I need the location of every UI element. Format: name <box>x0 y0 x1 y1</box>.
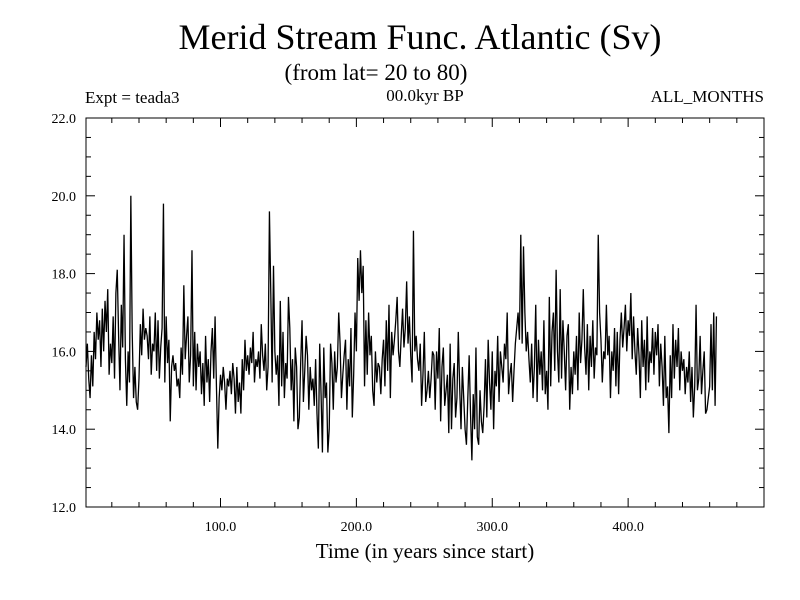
period-label: 00.0kyr BP <box>386 86 464 105</box>
series-line <box>85 195 718 461</box>
y-tick-label: 12.0 <box>52 501 77 516</box>
x-axis: 100.0 200.0 300.0 400.0 <box>111 118 738 535</box>
y-tick-label: 14.0 <box>52 423 77 438</box>
x-tick-label: 200.0 <box>341 520 373 535</box>
chart-subtitle: (from lat= 20 to 80) <box>284 60 468 85</box>
x-tick-label: 300.0 <box>477 520 509 535</box>
y-tick-label: 16.0 <box>52 345 77 360</box>
x-tick-label: 400.0 <box>612 520 644 535</box>
y-tick-label: 22.0 <box>52 112 77 127</box>
plot-frame <box>85 117 765 508</box>
y-tick-label: 18.0 <box>52 268 77 283</box>
x-axis-label: Time (in years since start) <box>315 539 535 563</box>
chart-title: Merid Stream Func. Atlantic (Sv) <box>178 17 662 57</box>
months-label: ALL_MONTHS <box>650 87 764 106</box>
x-tick-label: 100.0 <box>205 520 237 535</box>
y-tick-label: 20.0 <box>52 190 77 205</box>
y-axis: 12.0 14.0 16.0 18.0 20.0 22.0 <box>52 112 764 516</box>
experiment-label: Expt = teada3 <box>85 88 180 107</box>
